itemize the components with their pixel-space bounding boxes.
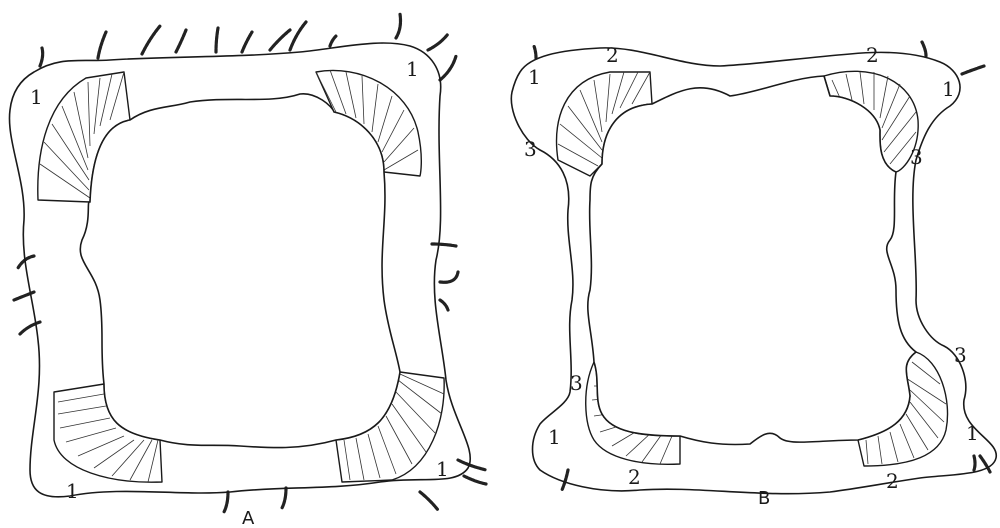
panel-b-label-2-top-right: 2 <box>866 43 879 67</box>
panel-a-label-1-bottom-left: 1 <box>66 479 79 503</box>
panel-b-label-2-bottom-left: 2 <box>628 465 641 489</box>
panel-b-label-2-top-left: 2 <box>606 43 619 67</box>
panel-b-label-3-upper-left: 3 <box>524 137 537 161</box>
panel-b-label-1-bottom-left: 1 <box>548 425 561 449</box>
panel-a: 1 1 1 1 A <box>8 12 488 528</box>
panel-a-label-1-bottom-right: 1 <box>436 457 449 481</box>
panel-a-label-1-top-left: 1 <box>30 85 43 109</box>
panel-b-inner-cavity <box>587 75 917 446</box>
panel-a-inner-cavity <box>79 93 401 449</box>
panel-b-outer-outline <box>510 47 997 495</box>
panel-b-label-3-lower-right: 3 <box>954 343 967 367</box>
panel-b: 1 1 1 1 2 2 2 2 3 3 3 3 B <box>510 40 997 509</box>
panel-b-label-1-bottom-right: 1 <box>966 421 979 445</box>
panel-a-outer-outline <box>8 42 472 498</box>
panel-b-caption: B <box>758 488 770 509</box>
panel-b-label-1-top-left: 1 <box>528 65 541 89</box>
panel-b-label-2-bottom-right: 2 <box>886 469 899 493</box>
panel-a-lappet-top-right <box>315 69 422 177</box>
panel-b-label-1-top-right: 1 <box>942 77 955 101</box>
panel-b-label-3-upper-right: 3 <box>910 145 923 169</box>
panel-b-tentacles <box>532 40 992 492</box>
panel-a-caption: A <box>242 508 255 528</box>
panel-a-label-1-top-right: 1 <box>406 57 419 81</box>
panel-b-lappet-top-left <box>555 71 653 177</box>
panel-b-label-3-lower-left: 3 <box>570 371 583 395</box>
